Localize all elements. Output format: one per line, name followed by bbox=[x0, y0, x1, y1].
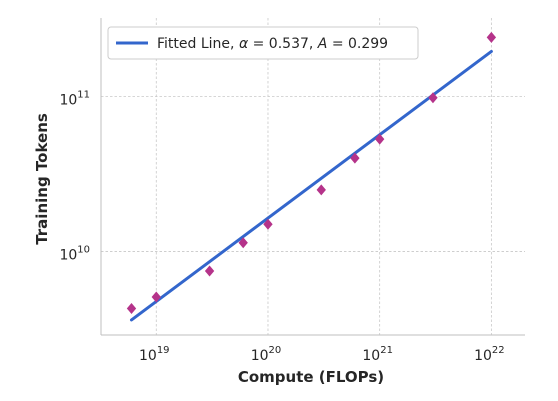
y-axis-title: Training Tokens bbox=[33, 113, 51, 245]
data-point-3 bbox=[238, 237, 248, 249]
x-axis-ticks: 1019 1020 1021 1022 bbox=[139, 345, 505, 364]
grid-lines bbox=[101, 18, 525, 335]
legend-a-value: = 0.299 bbox=[327, 36, 388, 52]
legend-a-symbol: A bbox=[317, 36, 328, 52]
y-tick-label-1: 1011 bbox=[59, 89, 90, 108]
axes-spines bbox=[100, 18, 525, 336]
data-point-7 bbox=[374, 133, 385, 145]
y-axis-ticks: 1010 1011 bbox=[59, 89, 90, 263]
x-axis-title: Compute (FLOPs) bbox=[238, 368, 384, 386]
data-point-9 bbox=[486, 31, 497, 43]
legend-label: Fitted Line, α = 0.537, A = 0.299 bbox=[157, 36, 388, 52]
data-point-1 bbox=[151, 291, 161, 303]
y-tick-label-0: 1010 bbox=[59, 245, 90, 264]
data-point-8 bbox=[428, 92, 438, 104]
data-points bbox=[126, 31, 497, 314]
legend-box bbox=[107, 26, 419, 60]
legend: Fitted Line, α = 0.537, A = 0.299 bbox=[107, 26, 419, 60]
data-point-0 bbox=[126, 302, 137, 314]
x-tick-label-3: 1022 bbox=[474, 345, 505, 364]
x-tick-label-2: 1021 bbox=[362, 345, 393, 364]
x-tick-label-0: 1019 bbox=[139, 345, 170, 364]
legend-label-prefix: Fitted Line, bbox=[157, 36, 239, 52]
x-tick-label-1: 1020 bbox=[251, 345, 282, 364]
data-point-6 bbox=[350, 152, 360, 164]
legend-alpha-symbol: α bbox=[239, 36, 249, 52]
data-point-2 bbox=[204, 265, 215, 277]
legend-alpha-value: = 0.537, bbox=[248, 36, 318, 52]
data-point-4 bbox=[263, 218, 273, 230]
data-point-5 bbox=[316, 184, 326, 196]
